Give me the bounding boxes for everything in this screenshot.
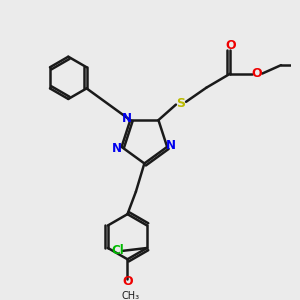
Text: N: N: [112, 142, 122, 155]
Text: O: O: [252, 67, 262, 80]
Text: N: N: [167, 139, 176, 152]
Text: O: O: [225, 39, 236, 52]
Text: CH₃: CH₃: [122, 291, 140, 300]
Text: O: O: [122, 275, 133, 288]
Text: S: S: [176, 97, 185, 110]
Text: N: N: [122, 112, 132, 125]
Text: Cl: Cl: [111, 244, 124, 257]
